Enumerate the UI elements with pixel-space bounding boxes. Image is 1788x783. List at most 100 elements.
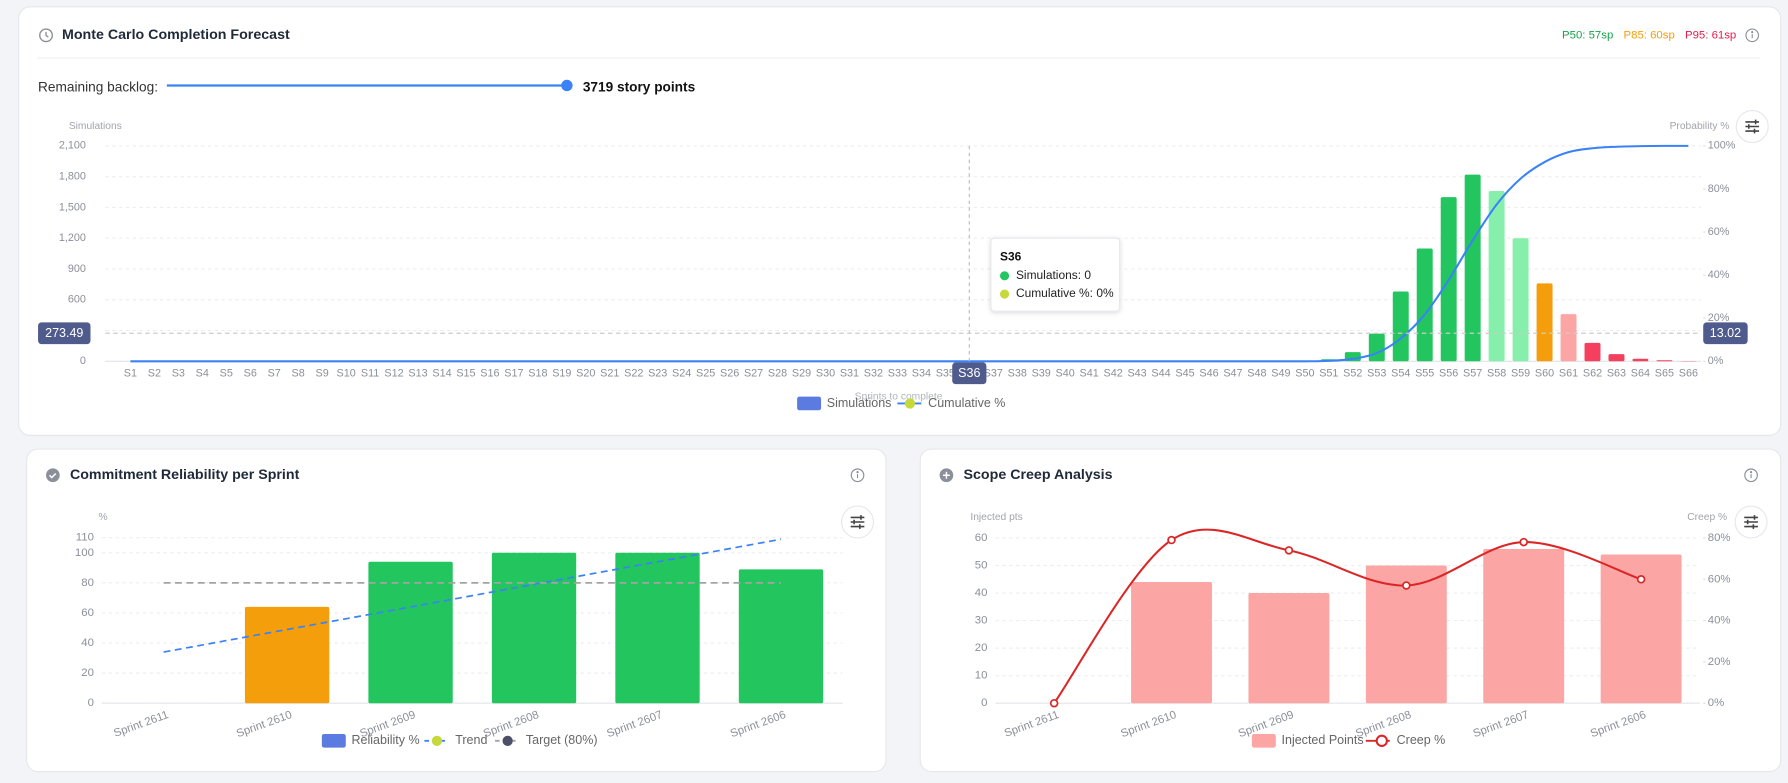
x-tick-label: S59	[1511, 368, 1530, 380]
info-icon[interactable]	[850, 468, 865, 483]
tooltip-title: S36	[1000, 250, 1022, 264]
x-tick-label: S61	[1559, 368, 1578, 380]
y2-tick-label: 60%	[1708, 226, 1730, 238]
legend-label[interactable]: Reliability %	[351, 733, 419, 747]
x-tick-label: S33	[888, 368, 907, 380]
legend-label[interactable]: Trend	[455, 733, 487, 747]
legend-label[interactable]: Injected Points	[1282, 733, 1364, 747]
x-tick-label: S51	[1319, 368, 1338, 380]
y-axis-title: %	[98, 512, 107, 523]
y2-tick-label: 20%	[1708, 656, 1731, 668]
y2-axis-title: Creep %	[1687, 512, 1727, 523]
crosshair-y2-label-box	[1703, 322, 1748, 345]
y2-tick-label: 40%	[1708, 615, 1731, 627]
legend-marker	[431, 735, 443, 746]
y-axis-title: Simulations	[69, 121, 122, 132]
x-tick-label: S26	[720, 368, 739, 380]
x-tick-label: S45	[1175, 368, 1194, 380]
x-tick-label: S46	[1199, 368, 1218, 380]
y-tick-label: 30	[975, 615, 988, 627]
legend-label[interactable]: Cumulative %	[928, 396, 1005, 410]
x-tick-label: S55	[1415, 368, 1434, 380]
y-tick-label: 600	[68, 294, 86, 306]
y-tick-label: 0	[88, 697, 94, 709]
crosshair-y2-label: 13.02	[1710, 326, 1741, 340]
percentile: P50: 57sp	[1562, 29, 1613, 41]
settings-button[interactable]	[1734, 505, 1768, 539]
line	[1053, 528, 1642, 704]
x-tick-label: S63	[1607, 368, 1626, 380]
x-tick-label: S10	[336, 368, 355, 380]
settings-button[interactable]	[1735, 109, 1769, 144]
panel	[18, 6, 1782, 436]
tooltip-dot	[999, 271, 1010, 281]
legend-swatch	[321, 733, 346, 748]
x-tick-label: S53	[1367, 368, 1386, 380]
bar	[244, 606, 330, 704]
tooltip-dot	[999, 289, 1010, 299]
y-tick-label: 100	[75, 547, 94, 559]
y-tick-label: 60	[81, 607, 94, 619]
percentile: P85: 60sp	[1624, 29, 1675, 41]
point	[1519, 537, 1528, 547]
bar	[1584, 342, 1601, 362]
settings-button[interactable]	[841, 505, 875, 539]
bar	[1483, 548, 1565, 704]
line	[130, 144, 1689, 363]
point	[1636, 574, 1646, 584]
x-tick-label: S20	[576, 368, 595, 380]
bar	[1131, 582, 1212, 704]
y-tick-label: 80	[81, 577, 94, 589]
backlog-value: 3719 story points	[583, 79, 696, 94]
bar	[491, 552, 577, 704]
legend-swatch	[1251, 733, 1276, 748]
bar	[615, 552, 700, 704]
y2-tick-label: 0%	[1708, 355, 1724, 367]
info-icon[interactable]	[1745, 28, 1760, 43]
x-tick-label: S13	[408, 368, 427, 380]
x-tick-label: S22	[624, 368, 643, 380]
bar	[1248, 593, 1330, 704]
bar	[1600, 554, 1682, 704]
x-tick-label: S27	[744, 368, 763, 380]
y-tick-label: 1,800	[59, 171, 86, 183]
bar	[1656, 360, 1673, 362]
legend-label[interactable]: Simulations	[827, 396, 892, 410]
tooltip-line: Simulations: 0	[1016, 268, 1091, 282]
y2-tick-label: 40%	[1708, 269, 1730, 281]
slider-knob[interactable]	[561, 79, 573, 92]
x-axis-title: Sprints to complete	[855, 391, 943, 402]
x-tick-label: S6	[244, 368, 257, 380]
info-icon[interactable]	[1744, 468, 1758, 483]
bar	[1368, 333, 1385, 362]
y2-tick-label: 60%	[1708, 573, 1731, 585]
x-tick-label: S52	[1343, 368, 1362, 380]
bar	[1512, 238, 1529, 362]
x-tick-label: S42	[1103, 368, 1122, 380]
legend-label[interactable]: Target (80%)	[526, 733, 598, 747]
x-tick-label: S31	[840, 368, 859, 380]
x-tick-label: S16	[480, 368, 499, 380]
x-tick-label: S65	[1655, 368, 1674, 380]
line	[163, 538, 782, 653]
bar	[1632, 358, 1649, 362]
x-tick-label: S17	[504, 368, 523, 380]
panel-title: Monte Carlo Completion Forecast	[62, 27, 290, 43]
y2-tick-label: 100%	[1708, 140, 1736, 152]
y-tick-label: 0	[80, 355, 86, 367]
x-tick-label: S47	[1223, 368, 1242, 380]
x-tick-label: S8	[292, 368, 305, 380]
x-tick-label: S44	[1151, 368, 1170, 380]
x-tick-label: S34	[912, 368, 931, 380]
percentile: P95: 61sp	[1685, 29, 1736, 41]
x-tick-label: S41	[1080, 368, 1099, 380]
y2-axis-title: Probability %	[1670, 121, 1730, 132]
bar	[1464, 174, 1481, 362]
y2-tick-label: 80%	[1708, 183, 1730, 195]
legend-label[interactable]: Creep %	[1397, 733, 1446, 747]
y-tick-label: 2,100	[59, 140, 86, 152]
x-tick-label: S39	[1032, 368, 1051, 380]
y-tick-label: 110	[76, 532, 94, 544]
x-tick-label: S64	[1631, 368, 1650, 380]
